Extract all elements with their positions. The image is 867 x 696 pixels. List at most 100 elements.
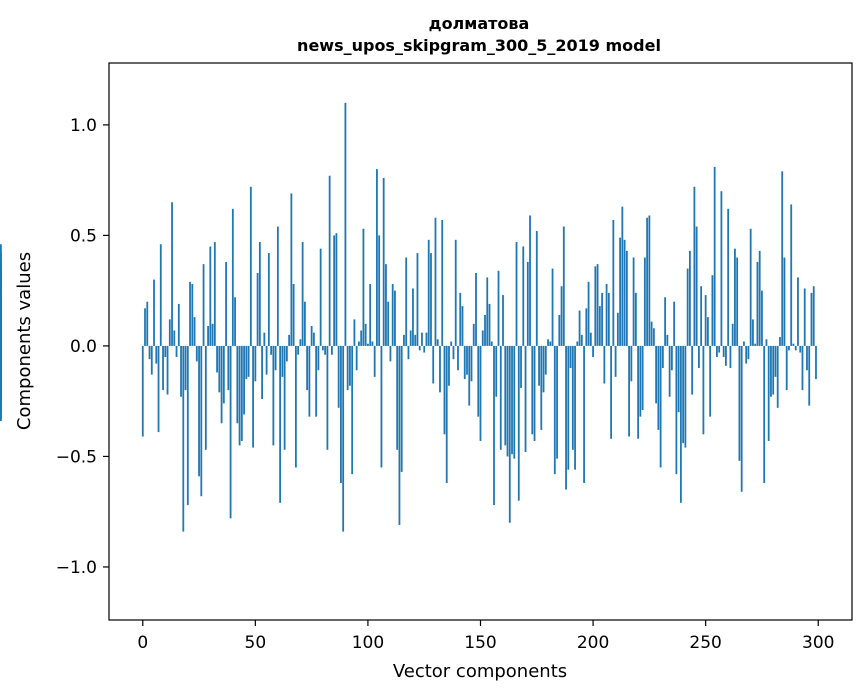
bar-component-51: [256, 272, 259, 346]
bar-component-202: [596, 264, 599, 346]
bar-component-26: [200, 345, 203, 497]
bar-component-77: [315, 345, 318, 417]
bar-component-192: [574, 345, 576, 470]
bar-component-47: [247, 345, 250, 377]
x-axis-ticks: 0 50 100 150 200 250 300: [137, 620, 834, 653]
bar-component-191: [571, 345, 574, 450]
bar-component-283: [779, 337, 781, 346]
bar-component-295: [806, 345, 808, 371]
bar-component-15: [175, 345, 178, 357]
bar-component-29: [207, 326, 209, 346]
y-axis-ticks: −1.0 −0.5 0.0 0.5 1.0: [56, 116, 109, 578]
bar-component-291: [797, 277, 799, 346]
x-tick-label: 250: [689, 633, 721, 653]
bar-component-168: [520, 345, 522, 388]
y-tick-label: 1.0: [70, 116, 97, 136]
bar-component-19: [184, 345, 187, 391]
bar-component-14: [173, 330, 176, 346]
bar-component-175: [535, 230, 538, 346]
bar-component-54: [263, 332, 266, 346]
bar-component-63: [283, 345, 286, 450]
bar-component-171: [526, 261, 529, 346]
bar-component-34: [218, 345, 221, 393]
bar-component-33: [216, 345, 218, 373]
bar-component-237: [675, 345, 678, 475]
bar-component-75: [310, 326, 313, 346]
bar-component-227: [652, 328, 655, 346]
bar-component-98: [362, 228, 365, 346]
bar-component-123: [418, 345, 421, 351]
bar-component-245: [693, 186, 696, 346]
bar-component-216: [628, 345, 630, 437]
bar-component-134: [443, 345, 446, 435]
bar-component-69: [297, 345, 300, 355]
bar-component-264: [736, 257, 739, 346]
bar-component-43: [238, 345, 241, 446]
bar-component-146: [470, 345, 473, 382]
bar-component-229: [657, 345, 660, 430]
bar-component-114: [398, 345, 401, 525]
y-tick-label: −1.0: [56, 558, 97, 578]
bar-component-58: [272, 345, 275, 446]
bar-component-91: [346, 345, 349, 391]
bar-component-299: [815, 345, 817, 380]
bar-component-106: [380, 345, 383, 468]
y-axis-label: Components values: [14, 252, 35, 430]
bar-component-65: [288, 334, 291, 346]
bar-component-undefined: [0, 345, 2, 395]
bar-component-13: [171, 202, 173, 346]
bar-component-45: [243, 345, 245, 415]
bar-component-120: [412, 288, 414, 346]
bar-component-165: [513, 345, 516, 459]
bar-component-231: [661, 345, 664, 369]
bar-component-234: [668, 345, 671, 397]
bar-component-213: [621, 206, 624, 346]
bar-component-20: [186, 345, 189, 506]
bar-component-108: [385, 264, 387, 346]
bar-component-74: [308, 345, 311, 417]
bar-component-182: [551, 268, 554, 346]
bar-component-247: [698, 345, 700, 369]
bar-component-99: [364, 323, 367, 346]
bar-component-128: [430, 253, 432, 346]
bar-component-111: [391, 284, 394, 346]
bar-component-38: [227, 345, 230, 391]
bar-component-35: [220, 345, 223, 424]
bar-component-17: [180, 345, 182, 397]
bar-component-22: [191, 284, 194, 346]
bar-component-174: [533, 345, 536, 441]
bar-component-148: [475, 272, 477, 346]
bar-component-121: [414, 334, 417, 346]
bar-component-253: [711, 275, 714, 346]
bar-component-252: [709, 345, 712, 417]
bar-component-210: [614, 345, 617, 377]
x-tick-label: 200: [577, 633, 609, 653]
bar-component-25: [198, 345, 200, 477]
bar-component-222: [641, 345, 644, 411]
bar-component-102: [371, 341, 374, 346]
bar-component-137: [450, 341, 453, 346]
bar-component-183: [553, 345, 556, 475]
bar-component-250: [704, 295, 707, 346]
bar-component-221: [639, 345, 642, 417]
bar-component-286: [785, 345, 788, 391]
bar-component-178: [542, 345, 545, 393]
bar-component-86: [335, 233, 338, 346]
bar-component-44: [240, 345, 243, 441]
bar-component-110: [389, 345, 392, 362]
bar-component-254: [713, 166, 716, 346]
bar-component-185: [558, 314, 561, 346]
bar-component-12: [168, 319, 171, 346]
bar-component-31: [211, 323, 214, 346]
bar-component-203: [598, 306, 601, 346]
bar-component-135: [445, 345, 448, 483]
bar-component-298: [812, 286, 815, 346]
bar-component-53: [261, 345, 263, 399]
bar-component-152: [484, 314, 486, 346]
bar-component-42: [236, 345, 239, 424]
bar-component-228: [655, 345, 658, 404]
bar-component-272: [754, 343, 757, 346]
bar-component-129: [432, 345, 435, 384]
x-tick-label: 50: [245, 633, 267, 653]
bar-component-133: [441, 219, 444, 346]
